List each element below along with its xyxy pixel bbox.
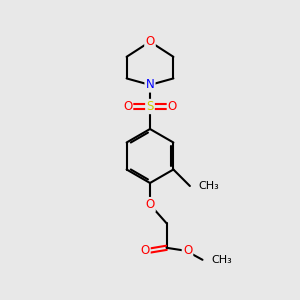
- Text: O: O: [123, 100, 132, 113]
- Text: O: O: [140, 244, 149, 257]
- Text: N: N: [146, 78, 154, 92]
- Text: S: S: [146, 100, 154, 113]
- Text: O: O: [168, 100, 177, 113]
- Text: CH₃: CH₃: [198, 181, 219, 191]
- Text: O: O: [183, 244, 192, 257]
- Text: O: O: [146, 35, 154, 48]
- Text: CH₃: CH₃: [211, 255, 232, 265]
- Text: O: O: [146, 198, 154, 211]
